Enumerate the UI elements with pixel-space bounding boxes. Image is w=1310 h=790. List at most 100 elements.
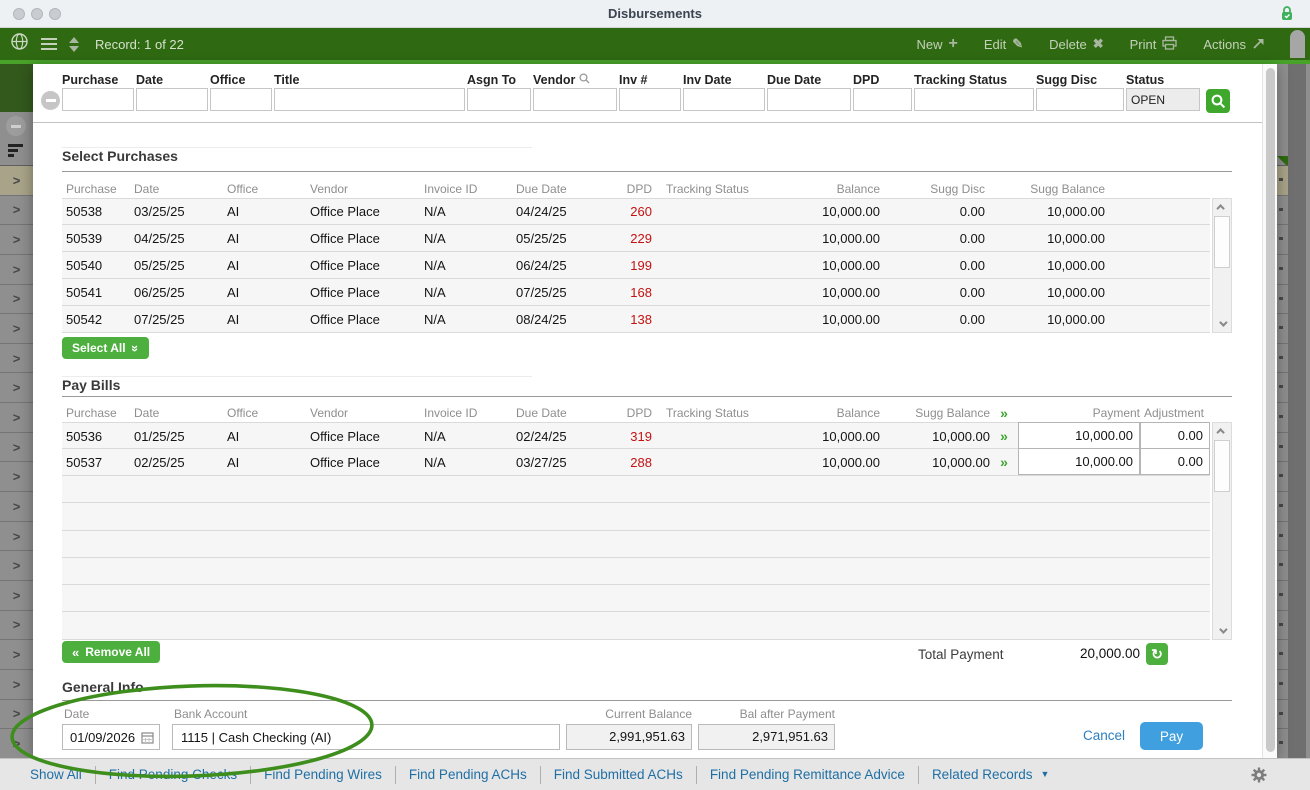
table-cell: 10,000.00: [822, 204, 880, 219]
table-cell: AI: [227, 454, 240, 470]
find-pending-remittance-link[interactable]: Find Pending Remittance Advice: [709, 767, 905, 782]
filter-title-input[interactable]: [274, 88, 465, 111]
filter-invdate-input[interactable]: [683, 88, 765, 111]
remove-all-button[interactable]: «Remove All: [62, 641, 161, 663]
pay-button[interactable]: Pay: [1140, 722, 1203, 750]
search-button[interactable]: [1206, 89, 1230, 113]
actions-button[interactable]: Actions: [1203, 36, 1266, 53]
scroll-down-icon[interactable]: [1213, 623, 1231, 639]
background-row: [1277, 611, 1289, 641]
background-row-chevron-icon: >: [0, 285, 33, 315]
empty-table-row[interactable]: [62, 476, 1210, 504]
new-button[interactable]: New +: [916, 35, 958, 52]
cancel-button[interactable]: Cancel: [1083, 728, 1126, 743]
date-input[interactable]: [63, 725, 135, 749]
table-row[interactable]: 50539 04/25/25 AI Office Place N/A 05/25/25 22…: [62, 225, 1210, 252]
menu-icon[interactable]: [41, 35, 57, 53]
filter-inv-input[interactable]: [619, 88, 681, 111]
table-cell[interactable]: 10,000.00: [1018, 448, 1140, 475]
empty-table-row[interactable]: [62, 585, 1210, 613]
pay-bills-scrollbar[interactable]: [1212, 422, 1232, 640]
background-row: [1277, 551, 1289, 581]
find-pending-checks-link[interactable]: Find Pending Checks: [108, 767, 238, 782]
table-row[interactable]: 50536 01/25/25 AI Office Place N/A 02/24/25 31…: [62, 422, 1210, 449]
divider: [33, 122, 1262, 123]
remove-filter-icon[interactable]: [41, 91, 60, 110]
double-chevron-down-icon: »: [127, 344, 143, 352]
background-row-chevron-icon: >: [0, 551, 33, 581]
filter-duedate-input[interactable]: [767, 88, 851, 111]
empty-table-row[interactable]: [62, 503, 1210, 531]
table-cell: 10,000.00: [1047, 311, 1105, 327]
scroll-up-icon[interactable]: [1213, 199, 1231, 215]
related-records-menu[interactable]: Related Records ▼: [931, 767, 1050, 782]
record-sort-arrows-icon[interactable]: [69, 36, 79, 52]
filter-row: Purchase Date Office Title Asgn To Vendo…: [62, 71, 1200, 111]
background-row-chevron-icon: >: [0, 640, 33, 670]
filter-dpd-input[interactable]: [853, 88, 912, 111]
print-button[interactable]: Print: [1130, 35, 1178, 53]
delete-button[interactable]: Delete ✖: [1049, 36, 1104, 52]
filter-status-input[interactable]: [1126, 88, 1200, 111]
background-row: [1277, 700, 1289, 730]
select-all-button[interactable]: Select All»: [62, 337, 149, 359]
table-cell: Office Place: [310, 257, 380, 273]
scrollbar-thumb[interactable]: [1214, 440, 1230, 492]
toolbar: Record: 1 of 22 New + Edit ✎ Delete ✖ Print…: [0, 28, 1310, 60]
pay-bills-title: Pay Bills: [62, 377, 121, 393]
filter-purchase-input[interactable]: [62, 88, 134, 111]
filter-date-input[interactable]: [136, 88, 208, 111]
background-row-chevron-icon: >: [0, 729, 33, 759]
dialog-scrollbar[interactable]: [1262, 64, 1277, 758]
find-submitted-achs-link[interactable]: Find Submitted ACHs: [553, 767, 683, 782]
scrollbar-thumb[interactable]: [1214, 216, 1230, 268]
table-row[interactable]: 50538 03/25/25 AI Office Place N/A 04/24/25 26…: [62, 198, 1210, 225]
filter-suggdisc-input[interactable]: [1036, 88, 1124, 111]
refresh-total-button[interactable]: ↻: [1146, 643, 1168, 665]
bank-account-input[interactable]: [172, 724, 560, 750]
table-row[interactable]: 50540 05/25/25 AI Office Place N/A 06/24/25 19…: [62, 252, 1210, 279]
empty-table-row[interactable]: [62, 557, 1210, 586]
show-all-link[interactable]: Show All: [30, 767, 82, 782]
background-row: [1277, 670, 1289, 700]
background-scrollbar[interactable]: [1288, 64, 1306, 758]
edit-button[interactable]: Edit ✎: [983, 36, 1024, 52]
table-cell: 05/25/25: [134, 257, 185, 273]
date-field[interactable]: [62, 724, 160, 750]
calendar-icon[interactable]: [141, 731, 154, 747]
scroll-up-icon[interactable]: [1213, 423, 1231, 439]
minimize-window-icon[interactable]: [31, 8, 43, 20]
table-cell: 05/25/25: [516, 230, 567, 246]
table-cell: 50541: [66, 284, 103, 300]
background-scrollbar-thumb[interactable]: [1290, 30, 1305, 58]
empty-table-row[interactable]: [62, 530, 1210, 558]
zoom-window-icon[interactable]: [49, 8, 61, 20]
globe-icon[interactable]: [10, 32, 29, 56]
scroll-down-icon[interactable]: [1213, 316, 1231, 332]
close-window-icon[interactable]: [13, 8, 25, 20]
bal-after-payment-label: Bal after Payment: [739, 707, 835, 721]
select-purchases-scrollbar[interactable]: [1212, 198, 1232, 333]
current-balance-value: 2,991,951.63: [566, 724, 692, 750]
table-cell[interactable]: 0.00: [1140, 422, 1210, 449]
table-cell: 07/25/25: [516, 284, 567, 300]
table-row[interactable]: 50537 02/25/25 AI Office Place N/A 03/27/25 28…: [62, 448, 1210, 476]
empty-table-row[interactable]: [62, 612, 1210, 640]
filter-tracking-input[interactable]: [914, 88, 1034, 111]
table-cell: 50540: [66, 257, 103, 273]
find-pending-wires-link[interactable]: Find Pending Wires: [264, 767, 382, 782]
table-cell[interactable]: 0.00: [1140, 448, 1210, 475]
table-cell[interactable]: 10,000.00: [1018, 422, 1140, 449]
filter-office-input[interactable]: [210, 88, 272, 111]
filter-vendor-input[interactable]: [533, 88, 617, 111]
filter-asgnto-input[interactable]: [467, 88, 531, 111]
find-pending-achs-link[interactable]: Find Pending ACHs: [408, 767, 527, 782]
divider: [62, 171, 1232, 172]
background-row-chevron-icon: >: [0, 670, 33, 700]
table-row[interactable]: 50542 07/25/25 AI Office Place N/A 08/24/25 13…: [62, 306, 1210, 333]
table-row[interactable]: 50541 06/25/25 AI Office Place N/A 07/25/25 16…: [62, 279, 1210, 306]
dialog-scrollbar-thumb[interactable]: [1266, 68, 1275, 752]
double-chevron-right-icon[interactable]: »: [1000, 454, 1008, 470]
double-chevron-right-icon[interactable]: »: [1000, 428, 1008, 444]
gear-icon[interactable]: [1250, 766, 1268, 789]
